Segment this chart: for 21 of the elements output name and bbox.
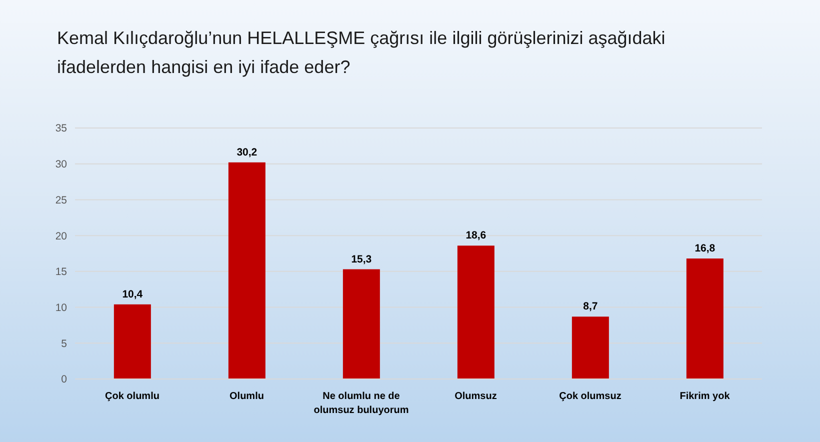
y-tick-label: 30 — [55, 158, 68, 171]
x-tick-label: Olumsuz — [454, 391, 497, 402]
x-tick-label: Ne olumlu ne de olumsuz buluyorum — [314, 391, 409, 416]
x-tick-label: Olumlu — [230, 391, 264, 402]
y-tick-label: 15 — [55, 266, 68, 278]
y-tick-label: 35 — [55, 122, 68, 135]
x-tick-label: Fikrim yok — [680, 391, 730, 402]
data-label: 8,7 — [583, 300, 598, 313]
chart-title: Kemal Kılıçdaroğlu’nun HELALLEŞME çağrısı ile ilgili görüşlerinizi aşağıdaki ifadelerden hangisi en iyi ifade eder? — [57, 27, 666, 79]
y-tick-label: 5 — [61, 338, 68, 350]
x-tick-label: Çok olumsuz — [559, 391, 622, 402]
data-label: 10,4 — [122, 288, 143, 300]
y-tick-label: 0 — [61, 374, 68, 386]
x-tick-label: Çok olumlu — [105, 391, 160, 402]
y-tick-label: 20 — [55, 230, 68, 242]
y-tick-label: 10 — [55, 302, 68, 314]
data-label: 15,3 — [351, 253, 372, 266]
data-label: 30,2 — [236, 146, 258, 158]
y-tick-label: 25 — [55, 194, 68, 206]
data-label: 16,8 — [694, 242, 716, 255]
data-label: 18,6 — [466, 230, 486, 242]
